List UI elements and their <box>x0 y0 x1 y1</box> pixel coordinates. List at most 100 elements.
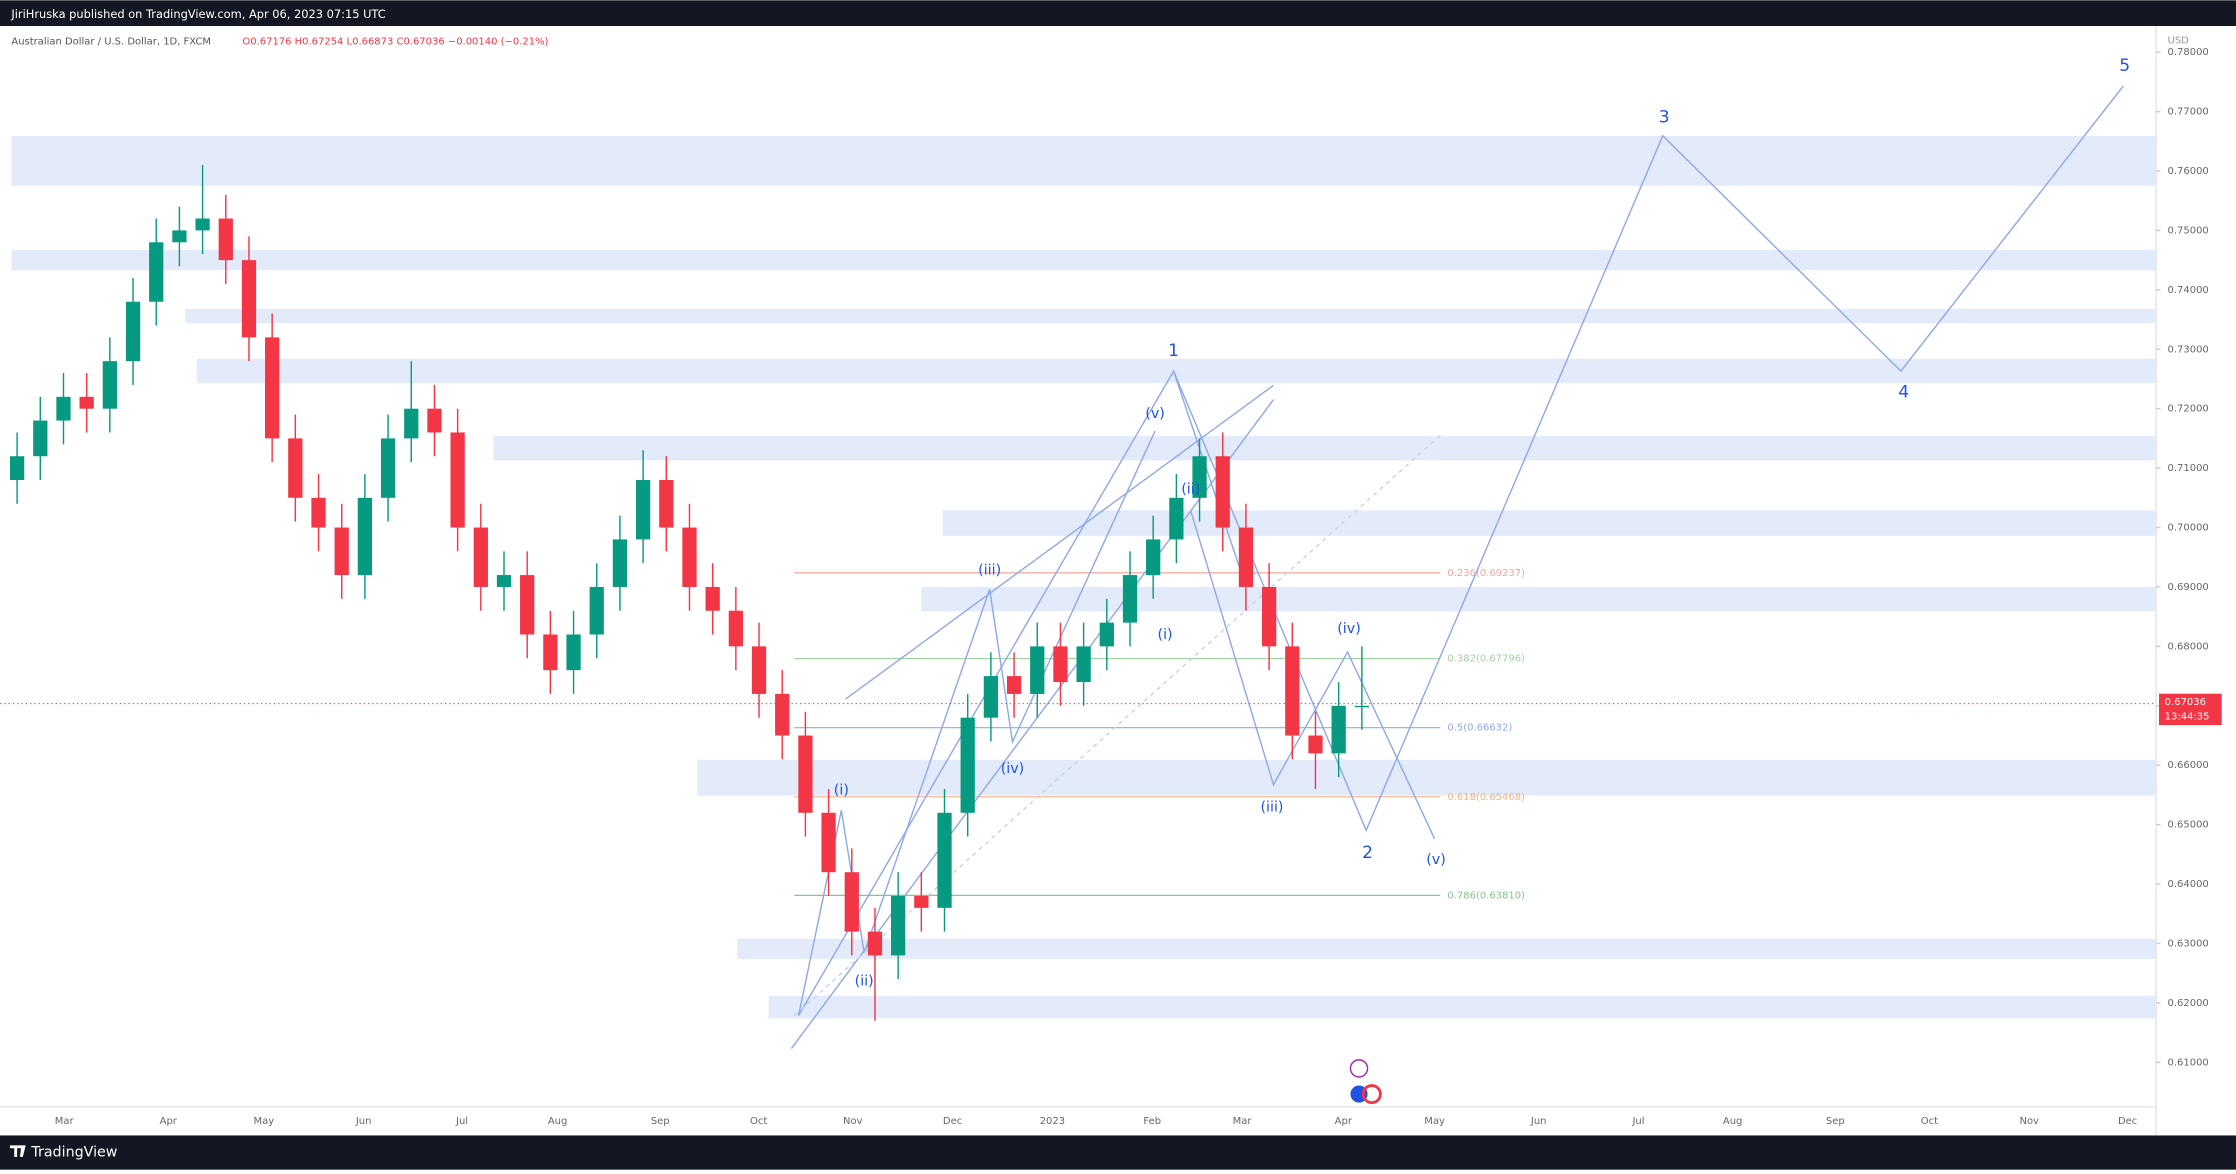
candle-body <box>473 527 488 587</box>
candle-body <box>1215 456 1230 528</box>
wave-line <box>1172 370 1242 571</box>
candle-body <box>705 586 720 611</box>
candle-body <box>635 479 651 540</box>
x-tick-label: Jul <box>1631 1116 1644 1127</box>
y-tick-label: 0.77000 <box>2168 107 2209 118</box>
x-tick-label: Apr <box>160 1116 178 1127</box>
zone <box>493 436 2157 461</box>
candle-body <box>241 260 257 338</box>
candle-body <box>218 218 233 261</box>
last-price-label: 0.67036 <box>2165 697 2206 708</box>
wave-line <box>845 384 1274 700</box>
wave-label: (iv) <box>1337 621 1361 637</box>
y-tick-label: 0.76000 <box>2168 166 2209 177</box>
candle-body <box>775 693 790 736</box>
wave-label: (iii) <box>1261 799 1284 815</box>
candle-body <box>728 610 743 647</box>
candle-body <box>380 438 396 498</box>
wave-label: (i) <box>1158 627 1173 643</box>
zone <box>11 250 2157 271</box>
candle-body <box>1192 456 1207 498</box>
wave-line <box>797 85 2124 1017</box>
zone <box>185 308 2157 324</box>
y-tick-label: 0.70000 <box>2168 523 2209 534</box>
y-tick-label: 0.68000 <box>2168 641 2209 652</box>
candle-body <box>1354 705 1369 708</box>
candle-body <box>520 575 535 635</box>
y-tick-label: 0.73000 <box>2168 344 2209 355</box>
candle-body <box>1285 646 1300 736</box>
candle-body <box>543 634 558 671</box>
candle-body <box>125 301 141 362</box>
countdown: 13:44:35 <box>2165 712 2210 723</box>
zone <box>942 510 2157 536</box>
y-tick-label: 0.78000 <box>2168 47 2209 58</box>
candle-body <box>798 735 813 813</box>
x-tick-label: Jun <box>1530 1116 1547 1127</box>
x-tick-label: Oct <box>1921 1116 1938 1127</box>
x-tick-label: Oct <box>750 1116 767 1127</box>
x-tick-label: Aug <box>1723 1116 1742 1127</box>
y-tick-label: 0.65000 <box>2168 820 2209 831</box>
wave-label: (iv) <box>1001 761 1025 777</box>
wave-label: 4 <box>1898 382 1909 402</box>
candle-body <box>1146 539 1161 576</box>
x-tick-label: Apr <box>1335 1116 1353 1127</box>
candle-body <box>172 230 187 243</box>
candle-body <box>589 586 604 635</box>
x-tick-label: Dec <box>2118 1116 2137 1127</box>
wave-label: 3 <box>1659 107 1670 127</box>
candle-body <box>1238 527 1254 587</box>
candle-body <box>659 479 674 528</box>
price-tag <box>2158 693 2222 726</box>
brand-logo <box>9 1145 26 1157</box>
y-tick-label: 0.63000 <box>2168 939 2209 950</box>
y-tick-label: 0.69000 <box>2168 582 2209 593</box>
candle-body <box>867 931 883 956</box>
candle-body <box>33 420 48 457</box>
candle-body <box>566 634 581 671</box>
candle-body <box>751 646 767 694</box>
candle-body <box>1006 676 1022 694</box>
wave-label: (v) <box>1145 406 1165 422</box>
candle-body <box>612 539 628 587</box>
x-tick-label: Nov <box>2019 1116 2039 1127</box>
y-tick-label: 0.74000 <box>2168 285 2209 296</box>
x-tick-label: Sep <box>1826 1116 1845 1127</box>
symbol: Australian Dollar / U.S. Dollar, 1D, FXC… <box>11 37 211 48</box>
x-tick-label: Nov <box>843 1116 863 1127</box>
y-tick-label: 0.71000 <box>2168 463 2209 474</box>
x-tick-label: Mar <box>55 1116 75 1127</box>
candle-body <box>983 676 999 718</box>
candle-body <box>1099 622 1114 647</box>
candle-body <box>1122 575 1138 623</box>
wave-label: (iii) <box>978 563 1001 579</box>
candle-body <box>79 396 94 409</box>
x-tick-label: Jun <box>355 1116 372 1127</box>
candle-body <box>56 396 71 421</box>
candle-body <box>844 872 859 932</box>
candle-body <box>9 456 25 480</box>
candle-body <box>404 408 419 439</box>
y-tick-label: 0.64000 <box>2168 879 2209 890</box>
candle-body <box>102 361 117 409</box>
wave-label: (i) <box>834 782 849 798</box>
wave-label: (v) <box>1426 852 1446 868</box>
wave-label: 2 <box>1362 843 1373 863</box>
wave-line <box>1190 510 1436 840</box>
candle-body <box>288 438 303 498</box>
bottom-bar <box>0 1135 2236 1170</box>
fib-label: 0.5(0.66632) <box>1447 723 1512 734</box>
zone <box>11 135 2157 186</box>
candle-body <box>1076 646 1091 683</box>
wave-label: 5 <box>2119 56 2130 76</box>
currency: USD <box>2168 35 2190 46</box>
x-tick-label: May <box>254 1116 275 1127</box>
y-tick-label: 0.72000 <box>2168 404 2209 415</box>
candle-body <box>1308 735 1323 754</box>
top-bar <box>0 0 2236 27</box>
y-tick-label: 0.62000 <box>2168 998 2209 1009</box>
candle-body <box>960 717 975 813</box>
x-tick-label: Mar <box>1233 1116 1253 1127</box>
